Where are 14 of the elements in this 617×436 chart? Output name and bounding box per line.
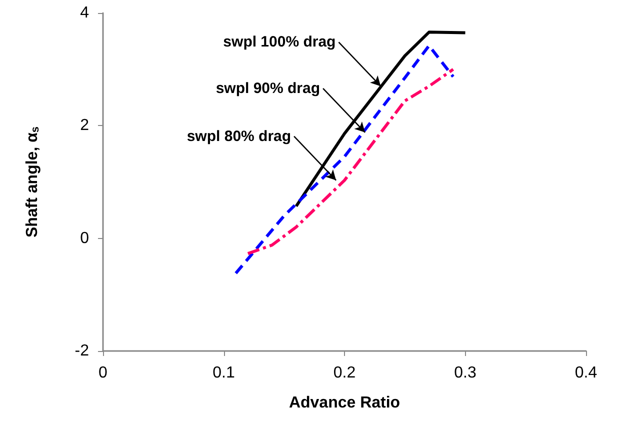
x-tick-label: 0.4 [574,364,598,382]
x-axis-title: Advance Ratio [288,394,400,412]
annotation: swpl 80% drag [186,128,292,145]
x-tick-label: 0.2 [333,364,356,382]
x-tick-label: 0.3 [454,364,476,382]
x-tick-label: 0.1 [212,364,235,382]
x-tick-label: 0 [98,364,108,382]
y-tick-label: 2 [80,117,90,134]
annotation: swpl 90% drag [216,80,320,97]
y-axis-title: Shaft angle, αs [24,126,42,238]
annotation: swpl 100% drag [223,34,336,51]
y-tick-label: -2 [74,342,90,360]
y-tick-label: 0 [80,230,90,247]
y-tick-label: 4 [80,4,90,22]
